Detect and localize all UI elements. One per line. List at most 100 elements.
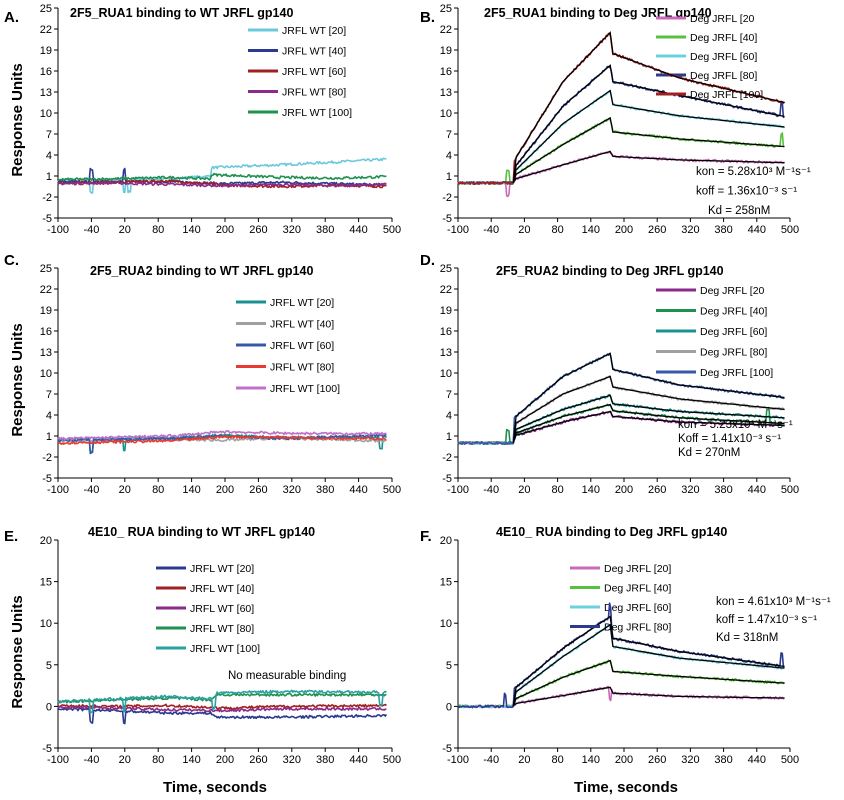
x-tick-label: 80: [152, 754, 164, 766]
x-axis-label: Time, seconds: [163, 779, 267, 796]
x-tick-label: 260: [249, 224, 267, 236]
x-tick-label: 320: [681, 754, 699, 766]
x-tick-label: 320: [283, 484, 301, 496]
series-line: [57, 181, 387, 188]
kinetics-text: kon = 5.28x10³ M⁻¹s⁻¹: [696, 166, 811, 178]
x-tick-label: 20: [518, 484, 530, 496]
y-tick-label: 16: [440, 66, 452, 78]
fit-curve: [512, 150, 785, 184]
x-tick-label: 380: [714, 484, 732, 496]
legend-label: JRFL WT [80]: [282, 87, 346, 99]
y-tick-label: 0: [446, 701, 452, 713]
y-tick-label: 22: [40, 24, 52, 36]
panel-title: 2F5_RUA1 binding to WT JRFL gp140: [70, 6, 293, 20]
legend-label: JRFL WT [20]: [270, 297, 334, 309]
legend-label: JRFL WT [60]: [190, 603, 254, 615]
legend-label: JRFL WT [40]: [282, 46, 346, 58]
y-tick-label: 10: [40, 108, 52, 120]
y-tick-label: 7: [46, 389, 52, 401]
x-tick-label: 500: [781, 754, 799, 766]
y-tick-label: 4: [446, 150, 452, 162]
y-tick-label: 10: [440, 108, 452, 120]
legend-label: Deg JRFL [40]: [690, 32, 757, 44]
y-tick-label: 1: [46, 431, 52, 443]
legend-label: Deg JRFL [60]: [700, 326, 767, 338]
y-tick-label: 10: [440, 618, 452, 630]
legend-label: Deg JRFL [80]: [690, 70, 757, 82]
y-tick-label: 19: [40, 45, 52, 57]
legend-label: JRFL WT [80]: [190, 623, 254, 635]
y-tick-label: 13: [40, 347, 52, 359]
legend-label: Deg JRFL [40]: [700, 306, 767, 318]
x-tick-label: 320: [283, 224, 301, 236]
panel-label: C.: [4, 252, 19, 269]
y-tick-label: 16: [440, 326, 452, 338]
x-tick-label: -100: [447, 484, 469, 496]
legend-label: JRFL WT [60]: [270, 340, 334, 352]
y-tick-label: 22: [440, 24, 452, 36]
series-line: [58, 692, 387, 704]
x-tick-label: 500: [383, 224, 401, 236]
x-tick-label: 380: [316, 484, 334, 496]
fit-curve: [512, 394, 785, 444]
y-tick-label: -5: [42, 743, 52, 755]
x-tick-label: 20: [119, 224, 131, 236]
legend-label: Deg JRFL [100]: [700, 367, 773, 379]
y-tick-label: -2: [442, 192, 452, 204]
legend-label: JRFL WT [100]: [282, 107, 352, 119]
y-tick-label: 19: [440, 305, 452, 317]
kinetics-text: kon = 4.61x10³ M⁻¹s⁻¹: [716, 596, 831, 608]
y-tick-label: 1: [46, 171, 52, 183]
panel-title: 4E10_ RUA binding to Deg JRFL gp140: [496, 525, 727, 539]
series-line: [57, 157, 387, 194]
series-line: [57, 436, 387, 444]
series-line: [57, 705, 387, 713]
x-tick-label: 20: [119, 484, 131, 496]
x-tick-label: 200: [216, 224, 234, 236]
x-tick-label: 20: [119, 754, 131, 766]
legend-label: JRFL WT [100]: [190, 643, 260, 655]
x-tick-label: 200: [615, 224, 633, 236]
y-tick-label: 20: [40, 535, 52, 547]
kinetics-text: kon = 5.23x10³ M⁻¹s⁻¹: [678, 419, 793, 431]
series-line: [57, 172, 387, 182]
y-tick-label: -5: [42, 213, 52, 225]
y-tick-label: -5: [442, 473, 452, 485]
panel-label: A.: [4, 9, 19, 26]
legend-label: Deg JRFL [20: [700, 285, 765, 297]
y-axis-label: Response Units: [9, 323, 26, 436]
x-tick-label: -40: [83, 224, 99, 236]
x-tick-label: 320: [681, 484, 699, 496]
x-tick-label: -100: [47, 484, 69, 496]
series-line: [57, 429, 387, 441]
legend-label: JRFL WT [40]: [190, 583, 254, 595]
panel-b: B. 2F5_RUA1 binding to Deg JRFL gp140 -5 -2…: [420, 3, 811, 236]
y-tick-label: 15: [40, 577, 52, 589]
x-tick-label: 80: [551, 754, 563, 766]
panel-label: F.: [420, 528, 432, 545]
y-tick-label: 15: [440, 577, 452, 589]
x-tick-label: 140: [582, 484, 600, 496]
y-tick-label: 10: [40, 618, 52, 630]
kinetics-text: Koff = 1.41x10⁻³ s⁻¹: [678, 433, 781, 445]
x-tick-label: -40: [83, 484, 99, 496]
y-tick-label: 0: [46, 701, 52, 713]
y-tick-label: 13: [440, 87, 452, 99]
x-tick-label: -100: [447, 754, 469, 766]
x-tick-label: 200: [615, 754, 633, 766]
x-tick-label: 260: [648, 484, 666, 496]
x-axis-label: Time, seconds: [574, 779, 678, 796]
x-tick-label: -40: [483, 754, 499, 766]
x-tick-label: 200: [216, 754, 234, 766]
legend-label: JRFL WT [20]: [190, 563, 254, 575]
legend-label: Deg JRFL [20]: [604, 563, 671, 575]
x-tick-label: -100: [47, 224, 69, 236]
legend-label: JRFL WT [60]: [282, 66, 346, 78]
x-tick-label: 80: [152, 484, 164, 496]
x-tick-label: -100: [47, 754, 69, 766]
y-tick-label: 7: [46, 129, 52, 141]
kinetics-text: Kd = 318nM: [716, 632, 778, 644]
series-line: [57, 434, 387, 445]
x-tick-label: 140: [182, 484, 200, 496]
